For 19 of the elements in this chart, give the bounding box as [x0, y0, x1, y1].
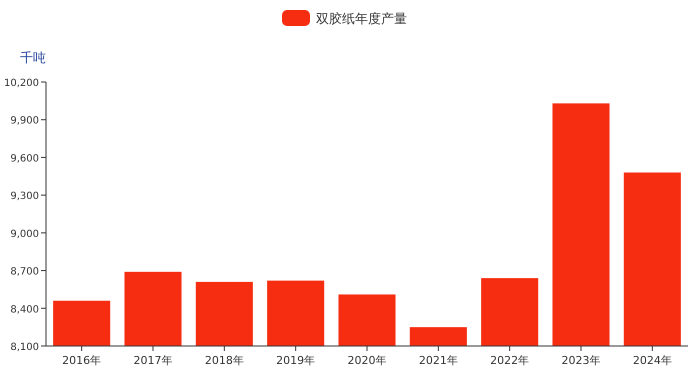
y-tick-label: 9,600	[10, 153, 39, 164]
y-tick-label: 8,700	[10, 266, 39, 278]
x-tick-label: 2018年	[204, 354, 244, 367]
y-tick-label: 9,000	[10, 228, 39, 240]
y-tick-label: 9,300	[10, 191, 39, 202]
x-tick-label: 2017年	[134, 354, 172, 367]
x-tick-label: 2016年	[62, 354, 102, 367]
x-tick-label: 2023年	[562, 354, 600, 367]
x-tick-label: 2019年	[276, 354, 316, 367]
y-tick-label: 8,100	[10, 342, 39, 353]
x-tick-label: 2022年	[490, 354, 530, 367]
legend-label: 双胶纸年度产量	[316, 11, 407, 27]
y-tick-label: 10,200	[4, 78, 39, 89]
x-tick-label: 2020年	[348, 354, 386, 367]
y-tick-label: 8,400	[10, 304, 39, 316]
y-tick-label: 9,900	[10, 116, 39, 127]
y-axis-title: 千吨	[20, 51, 46, 66]
x-tick-label: 2021年	[418, 354, 458, 367]
x-tick-label: 2024年	[632, 354, 672, 367]
